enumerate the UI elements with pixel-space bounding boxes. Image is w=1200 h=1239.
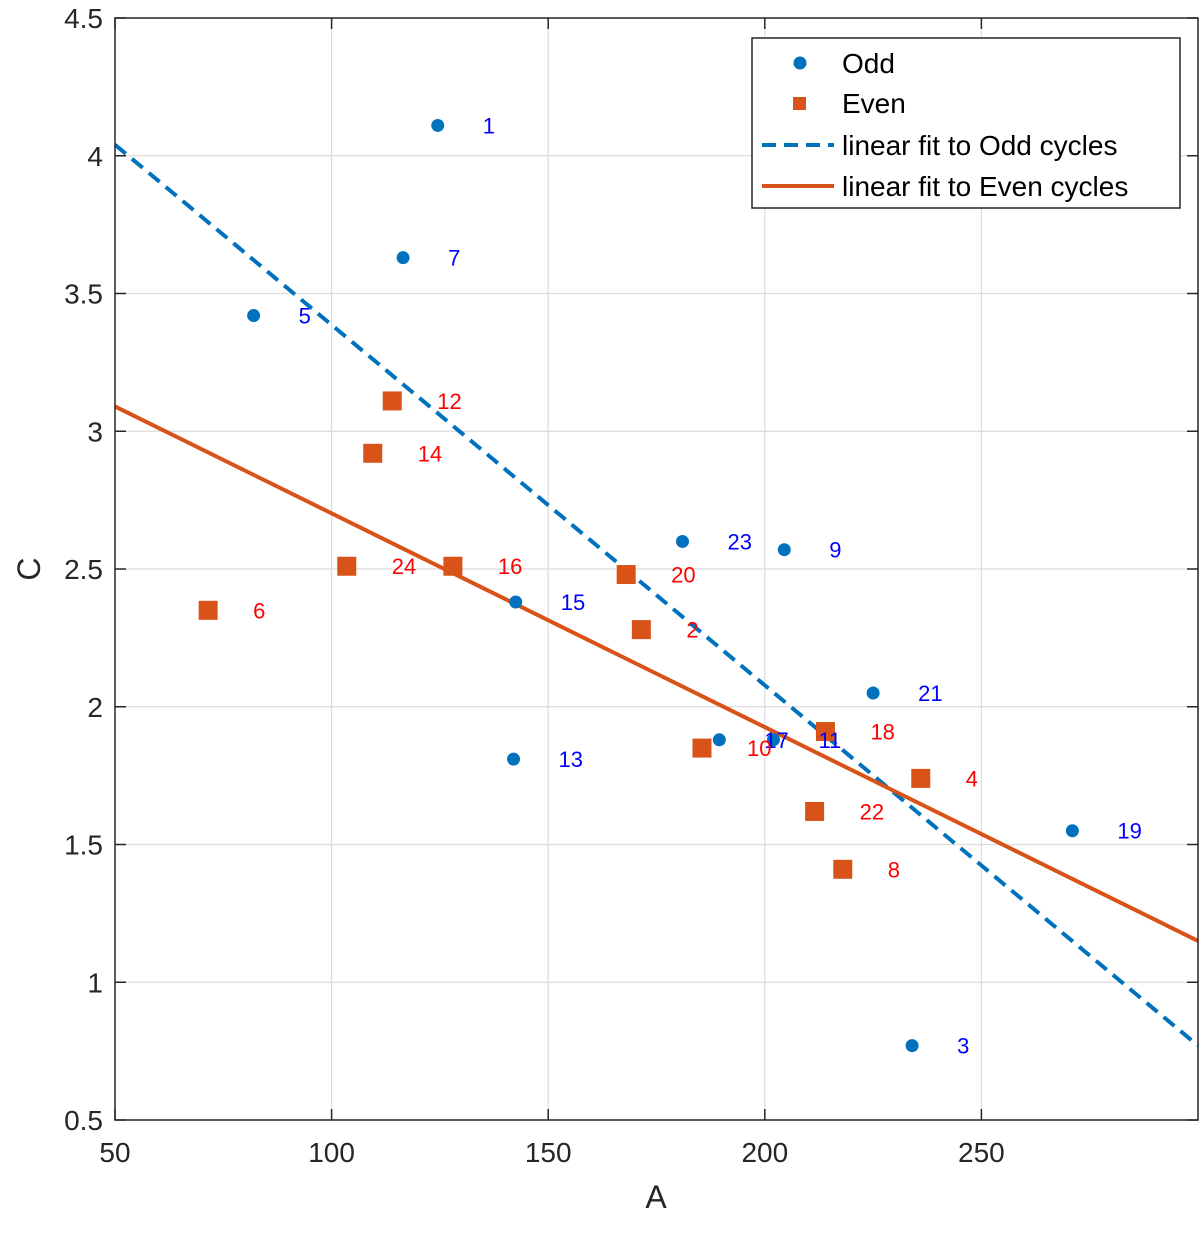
legend-marker-even [793, 97, 806, 110]
legend-label-even: Even [842, 88, 906, 119]
odd-point-label: 1 [483, 113, 495, 138]
y-tick-label: 0.5 [64, 1105, 103, 1136]
even-point-label: 2 [686, 618, 698, 643]
y-tick-label: 4 [87, 141, 103, 172]
odd-point-label: 17 [764, 728, 788, 753]
even-point-label: 4 [966, 766, 978, 791]
even-point-label: 18 [870, 720, 894, 745]
x-tick-label: 50 [99, 1137, 130, 1168]
x-tick-label: 200 [741, 1137, 788, 1168]
even-point [692, 738, 712, 758]
even-point-label: 14 [418, 441, 442, 466]
legend-marker-odd [793, 56, 807, 70]
even-point [805, 801, 825, 821]
odd-point [777, 543, 791, 557]
y-tick-label: 3 [87, 416, 103, 447]
odd-point-label: 3 [957, 1034, 969, 1059]
odd-fit-line [113, 143, 1200, 1048]
even-point-label: 24 [392, 554, 416, 579]
odd-point [866, 686, 880, 700]
even-point [198, 600, 218, 620]
odd-point-label: 13 [559, 747, 583, 772]
legend-label-odd-fit: linear fit to Odd cycles [842, 130, 1117, 161]
odd-point-label: 5 [299, 304, 311, 329]
y-tick-label: 4.5 [64, 3, 103, 34]
even-point-label: 8 [888, 857, 900, 882]
x-tick-label: 250 [958, 1137, 1005, 1168]
even-point-label: 22 [860, 799, 884, 824]
y-tick-label: 1 [87, 967, 103, 998]
even-point-label: 20 [671, 563, 695, 588]
odd-point [766, 733, 780, 747]
data-points [198, 118, 1079, 1053]
even-point-label: 10 [747, 736, 771, 761]
odd-point-label: 11 [818, 728, 841, 753]
legend: Odd Even linear fit to Odd cycles linear… [751, 37, 1181, 209]
y-axis-title: C [11, 557, 47, 580]
x-tick-label: 100 [308, 1137, 355, 1168]
even-point [833, 859, 853, 879]
even-point [631, 620, 651, 640]
odd-point [396, 251, 410, 265]
odd-point [509, 595, 523, 609]
y-tick-label: 3.5 [64, 279, 103, 310]
odd-point [712, 733, 726, 747]
axis-ticks: 50 100 150 200 250 0.5 1 1.5 2 2.5 3 3.5 4 4.5 [64, 3, 1198, 1168]
even-point [337, 556, 357, 576]
odd-point [675, 534, 689, 548]
even-point [911, 768, 931, 788]
y-tick-label: 1.5 [64, 830, 103, 861]
even-point [363, 443, 383, 463]
even-fit-line [114, 404, 1199, 943]
fit-lines [113, 143, 1200, 1048]
legend-label-odd: Odd [842, 48, 895, 79]
even-point-label: 6 [253, 598, 265, 623]
odd-point-label: 9 [829, 538, 841, 563]
odd-point [1065, 824, 1079, 838]
y-tick-label: 2 [87, 692, 103, 723]
odd-point [507, 752, 521, 766]
even-point [616, 565, 636, 585]
even-point [443, 556, 463, 576]
odd-point-label: 19 [1117, 819, 1141, 844]
odd-point [247, 309, 261, 323]
even-point [382, 391, 402, 411]
legend-box [751, 37, 1181, 209]
odd-point [431, 118, 445, 132]
odd-point-label: 15 [561, 590, 585, 615]
x-tick-label: 150 [525, 1137, 572, 1168]
legend-label-even-fit: linear fit to Even cycles [842, 171, 1128, 202]
odd-point [905, 1039, 919, 1053]
y-tick-label: 2.5 [64, 554, 103, 585]
odd-point-label: 21 [918, 681, 942, 706]
even-point-label: 12 [437, 389, 461, 414]
x-axis-title: A [645, 1179, 667, 1215]
odd-point-label: 23 [727, 529, 751, 554]
odd-point-label: 7 [448, 246, 460, 271]
even-point [815, 722, 835, 742]
even-point-label: 16 [498, 554, 522, 579]
